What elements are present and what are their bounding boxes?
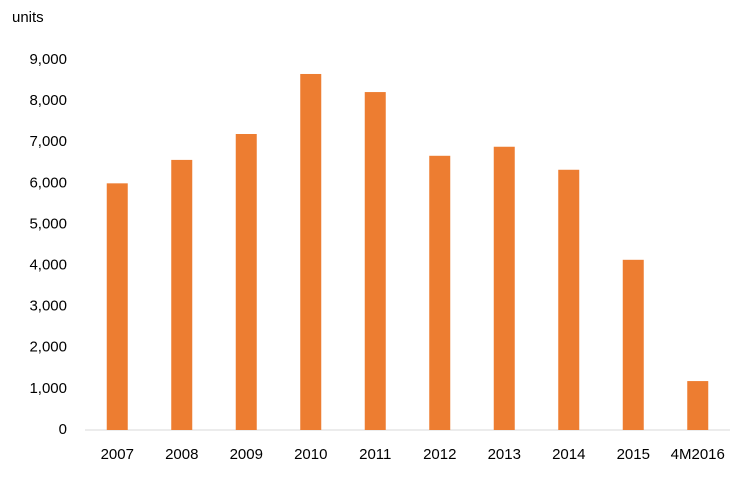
bar	[493, 146, 515, 430]
x-tick-label: 4M2016	[671, 446, 725, 463]
bar	[106, 183, 128, 430]
x-tick-label: 2007	[101, 446, 134, 463]
bar	[687, 381, 709, 430]
x-tick-label: 2015	[617, 446, 650, 463]
bar	[429, 155, 451, 431]
y-tick-label: 0	[59, 421, 67, 438]
y-tick-label: 8,000	[29, 92, 67, 109]
x-tick-label: 2012	[423, 446, 456, 463]
bar	[300, 73, 322, 430]
y-tick-label: 5,000	[29, 215, 67, 232]
y-tick-label: 6,000	[29, 174, 67, 191]
bar	[622, 259, 644, 430]
x-tick-label: 2011	[359, 446, 391, 463]
x-tick-label: 2013	[488, 446, 521, 463]
y-tick-label: 3,000	[29, 298, 67, 315]
bar	[235, 134, 257, 430]
bar	[171, 159, 193, 430]
x-tick-label: 2008	[165, 446, 198, 463]
y-tick-label: 1,000	[29, 380, 67, 397]
y-tick-label: 4,000	[29, 257, 67, 274]
y-tick-label: 2,000	[29, 339, 67, 356]
y-axis-label: units	[12, 9, 44, 26]
x-tick-label: 2009	[230, 446, 263, 463]
bar	[558, 169, 580, 430]
x-tick-label: 2014	[552, 446, 585, 463]
y-tick-label: 9,000	[29, 51, 67, 68]
bar	[364, 92, 386, 431]
x-tick-label: 2010	[294, 446, 327, 463]
y-tick-label: 7,000	[29, 133, 67, 150]
